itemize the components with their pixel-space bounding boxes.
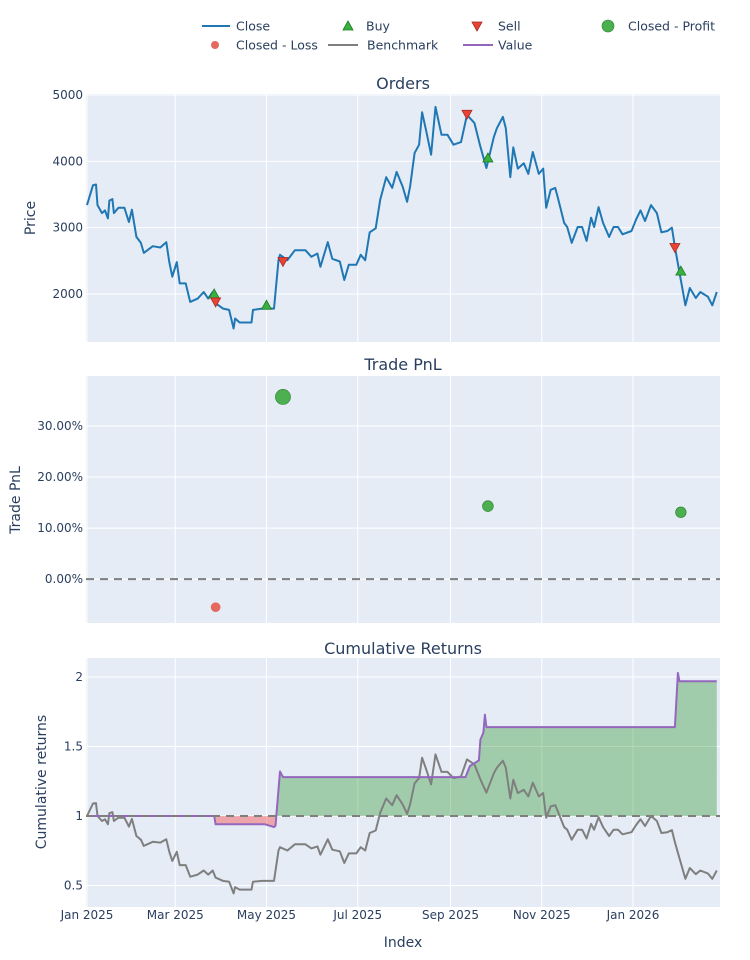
legend-item-buy[interactable]: Buy [342, 19, 390, 34]
y-tick-label: 0.5 [64, 878, 83, 892]
loss-fill-area [87, 815, 277, 828]
closed-profit-marker [482, 500, 494, 512]
orders-plot: 2000 3000 4000 5000 [52, 88, 720, 342]
x-tick-label: Nov 2025 [513, 908, 571, 922]
sell-marker [669, 243, 681, 254]
y-tick-label: 1 [75, 809, 83, 823]
x-tick-label: Jan 2026 [606, 908, 660, 922]
cumulative-returns-title: Cumulative Returns [324, 639, 482, 658]
y-tick-label: 5000 [52, 88, 83, 102]
trade-pnl-panel: Trade PnL Trade PnL 0.00% 10.00% 20.00% 30.… [8, 355, 720, 623]
benchmark-series-line [86, 753, 718, 895]
orders-panel: Orders Price 2000 3000 4000 5000 [23, 74, 720, 342]
y-tick-label: 3000 [52, 221, 83, 235]
legend-label: Closed - Loss [236, 38, 318, 53]
buy-marker [260, 299, 273, 310]
x-tick-label: Sep 2025 [422, 908, 479, 922]
legend-label: Benchmark [367, 38, 439, 53]
closed-loss-marker [210, 602, 221, 613]
trade-pnl-y-axis-title: Trade PnL [8, 466, 24, 535]
closed-profit-marker [675, 506, 687, 518]
sell-marker [461, 109, 473, 121]
cumulative-returns-panel: Cumulative Returns Cumulative returns 0.… [34, 639, 720, 907]
orders-y-axis-title: Price [23, 201, 39, 235]
y-tick-label: 2 [75, 670, 83, 684]
y-tick-label: 1.5 [64, 740, 83, 754]
orders-title: Orders [376, 74, 430, 93]
circle-icon [601, 19, 615, 33]
y-tick-label: 20.00% [37, 470, 83, 484]
plot-background [86, 94, 720, 342]
legend-label: Closed - Profit [628, 19, 715, 34]
y-tick-label: 4000 [52, 154, 83, 168]
cumulative-returns-plot: 0.5 1 1.5 2 [64, 658, 720, 907]
close-series-line [86, 105, 718, 330]
legend-item-close[interactable]: Close [202, 19, 270, 34]
plot-background [86, 658, 720, 907]
y-tick-label: 10.00% [37, 521, 83, 535]
legend-item-closed-profit[interactable]: Closed - Profit [601, 19, 715, 34]
legend-label: Value [498, 38, 533, 53]
legend-label: Sell [498, 19, 521, 34]
sell-marker [209, 297, 222, 308]
legend-label: Close [236, 19, 270, 34]
x-tick-label: Jul 2025 [332, 908, 382, 922]
y-tick-label: 30.00% [37, 419, 83, 433]
x-axis-ticks: Jan 2025 Mar 2025 May 2025 Jul 2025 Sep 2025… [60, 908, 660, 922]
cumulative-returns-y-axis-title: Cumulative returns [34, 715, 50, 849]
legend-item-closed-loss[interactable]: Closed - Loss [211, 38, 318, 53]
triangle-up-icon [342, 20, 354, 31]
x-axis-title: Index [384, 935, 423, 951]
legend-label: Buy [366, 19, 390, 34]
triangle-down-icon [471, 21, 483, 32]
trade-pnl-plot: 0.00% 10.00% 20.00% 30.00% [37, 376, 720, 623]
legend-item-benchmark[interactable]: Benchmark [328, 38, 439, 53]
buy-marker [675, 265, 687, 276]
profit-fill-area [87, 672, 717, 816]
x-tick-label: Mar 2025 [147, 908, 204, 922]
buy-marker [482, 152, 494, 163]
legend-item-sell[interactable]: Sell [471, 19, 521, 34]
trade-pnl-title: Trade PnL [363, 355, 441, 374]
value-series-line [87, 671, 717, 829]
x-tick-label: May 2025 [237, 908, 296, 922]
closed-profit-marker [275, 389, 291, 405]
legend-item-value[interactable]: Value [463, 38, 533, 53]
y-tick-label: 2000 [52, 287, 83, 301]
plot-background [86, 376, 720, 623]
sell-marker [277, 257, 289, 268]
x-tick-label: Jan 2025 [60, 908, 114, 922]
circle-icon [211, 41, 219, 49]
legend[interactable]: Close Buy Sell Closed - Profit Closed - … [202, 19, 715, 53]
y-tick-label: 0.00% [45, 572, 83, 586]
